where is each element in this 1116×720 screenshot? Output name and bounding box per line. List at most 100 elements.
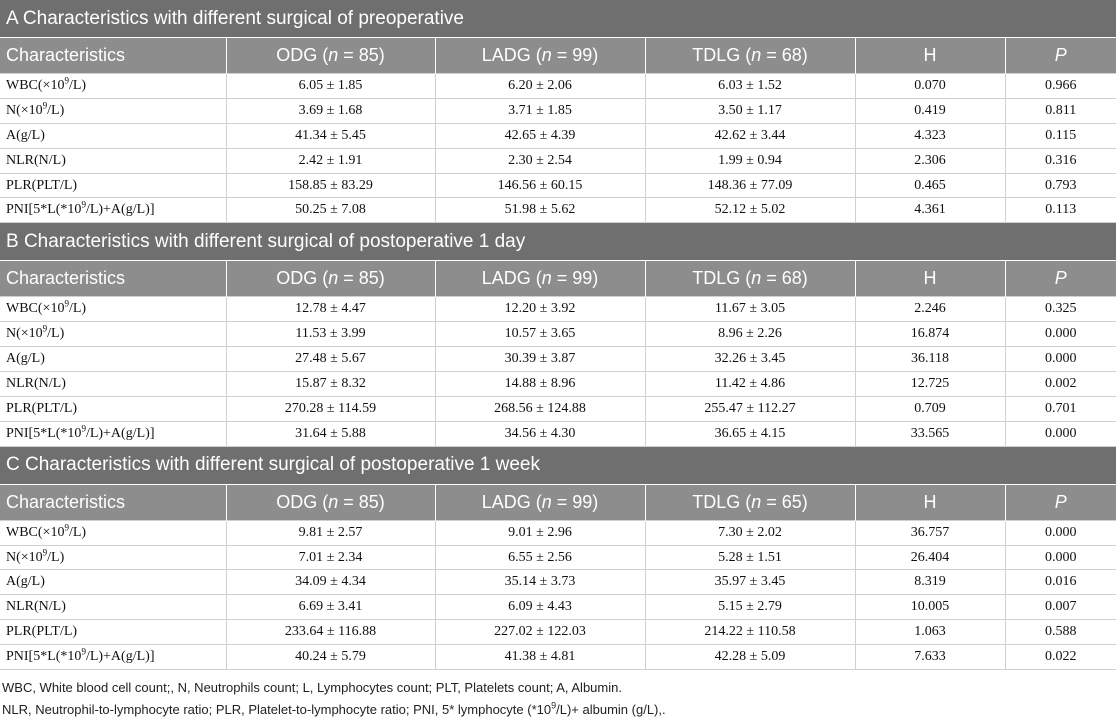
text: /L)	[68, 301, 87, 317]
text: /L)+A(g/L)]	[85, 202, 155, 218]
section-title-row: A Characteristics with different surgica…	[0, 0, 1116, 38]
data-cell: 0.419	[854, 97, 1006, 124]
data-cell: 7.633	[854, 644, 1006, 671]
text: PNI[5*L(*10	[6, 649, 82, 665]
data-cell: 2.42 ± 1.91	[225, 147, 436, 174]
text: = 65)	[761, 491, 808, 512]
row-label: NLR(N/L)	[0, 371, 227, 397]
data-cell: 41.38 ± 4.81	[434, 644, 646, 671]
text: = 99)	[551, 268, 599, 289]
data-cell: 11.67 ± 3.05	[644, 296, 856, 323]
text: ODG (	[276, 45, 329, 65]
text: PNI[5*L(*10	[6, 425, 82, 441]
data-cell: 6.05 ± 1.85	[225, 73, 436, 99]
text: = 68)	[761, 268, 808, 289]
column-header: TDLG (n = 68)	[644, 37, 855, 74]
data-cell: 0.465	[854, 172, 1006, 199]
data-cell: 0.811	[1004, 97, 1116, 124]
data-cell: 0.325	[1004, 296, 1116, 323]
data-cell: 233.64 ± 116.88	[225, 619, 436, 646]
data-row: PNI[5*L(*109/L)+A(g/L)] 50.25 ± 7.08 51.98…	[0, 197, 1116, 224]
data-cell: 12.725	[854, 371, 1006, 397]
data-cell: 3.50 ± 1.17	[644, 97, 856, 124]
row-label: N(×109/L)	[0, 321, 227, 348]
data-row: PNI[5*L(*109/L)+A(g/L)] 40.24 ± 5.79 41.38…	[0, 644, 1116, 671]
data-cell: 11.53 ± 3.99	[225, 321, 436, 348]
footnote: WBC, White blood cell count;, N, Neutrop…	[2, 680, 622, 695]
row-label: A(g/L)	[0, 122, 227, 149]
row-label: WBC(×109/L)	[0, 73, 227, 99]
data-cell: 41.34 ± 5.45	[225, 122, 436, 149]
data-cell: 0.002	[1004, 371, 1116, 397]
data-cell: 270.28 ± 114.59	[225, 395, 436, 422]
data-cell: 12.20 ± 3.92	[434, 296, 646, 323]
column-header: H	[854, 37, 1005, 74]
data-cell: 9.01 ± 2.96	[434, 519, 646, 546]
section-title-row: B Characteristics with different surgica…	[0, 222, 1116, 262]
text: = 85)	[338, 45, 385, 65]
data-cell: 15.87 ± 8.32	[225, 371, 436, 397]
data-row: A(g/L) 41.34 ± 5.45 42.65 ± 4.39 42.62 ± 3.…	[0, 122, 1116, 149]
data-cell: 35.14 ± 3.73	[434, 569, 646, 596]
styled-text: 9	[81, 199, 86, 210]
styled-text: 9	[64, 298, 69, 309]
styled-text: n	[328, 491, 339, 512]
styled-text: 9	[64, 75, 69, 86]
styled-text: 9	[42, 323, 48, 334]
text: LADG (	[481, 45, 542, 65]
styled-text: 9	[64, 521, 69, 532]
text: WBC(×10	[6, 524, 65, 540]
row-label: A(g/L)	[0, 346, 227, 373]
text: /L)	[47, 102, 65, 118]
text: TDLG (	[692, 45, 752, 65]
data-cell: 0.000	[1004, 420, 1116, 447]
data-cell: 14.88 ± 8.96	[434, 371, 646, 397]
data-cell: 7.30 ± 2.02	[644, 519, 856, 546]
styled-text: n	[751, 268, 762, 289]
data-cell: 36.65 ± 4.15	[644, 420, 856, 447]
row-label: WBC(×109/L)	[0, 296, 227, 323]
column-header: Characteristics	[0, 37, 226, 74]
data-cell: 1.063	[854, 619, 1006, 646]
row-label: PNI[5*L(*109/L)+A(g/L)]	[0, 420, 227, 447]
data-cell: 0.000	[1004, 346, 1116, 373]
data-cell: 26.404	[854, 544, 1006, 571]
column-header: P	[1004, 484, 1116, 521]
data-table: A Characteristics with different surgica…	[0, 0, 1116, 671]
text: /L)	[47, 326, 65, 342]
column-header: TDLG (n = 68)	[644, 260, 855, 297]
styled-text: 9	[42, 546, 48, 557]
data-cell: 40.24 ± 5.79	[225, 644, 436, 671]
data-cell: 6.55 ± 2.56	[434, 544, 646, 571]
data-cell: 32.26 ± 3.45	[644, 346, 856, 373]
data-cell: 10.57 ± 3.65	[434, 321, 646, 348]
data-cell: 34.09 ± 4.34	[225, 569, 436, 596]
data-cell: 0.000	[1004, 519, 1116, 546]
data-cell: 6.09 ± 4.43	[434, 594, 646, 621]
data-cell: 3.69 ± 1.68	[225, 97, 436, 124]
column-header: LADG (n = 99)	[434, 484, 645, 521]
column-header: ODG (n = 85)	[225, 37, 435, 74]
data-cell: 0.588	[1004, 619, 1116, 646]
data-cell: 0.016	[1004, 569, 1116, 596]
column-header: P	[1004, 260, 1116, 297]
text: N(×10	[6, 549, 43, 565]
text: PNI[5*L(*10	[6, 202, 82, 218]
data-cell: 2.306	[854, 147, 1006, 174]
data-cell: 268.56 ± 124.88	[434, 395, 646, 422]
data-cell: 1.99 ± 0.94	[644, 147, 856, 174]
data-cell: 0.115	[1004, 122, 1116, 149]
data-row: WBC(×109/L) 12.78 ± 4.47 12.20 ± 3.92 11.67…	[0, 296, 1116, 323]
column-header: LADG (n = 99)	[434, 260, 645, 297]
data-row: NLR(N/L) 15.87 ± 8.32 14.88 ± 8.96 11.42 ± …	[0, 371, 1116, 397]
data-row: PLR(PLT/L) 158.85 ± 83.29 146.56 ± 60.15 14…	[0, 172, 1116, 199]
header-row: Characteristics ODG (n = 85) LADG (n = 99)…	[0, 260, 1116, 297]
section-title: B Characteristics with different surgica…	[0, 222, 1116, 262]
data-cell: 51.98 ± 5.62	[434, 197, 646, 224]
data-cell: 2.246	[854, 296, 1006, 323]
data-cell: 36.757	[854, 519, 1006, 546]
styled-text: n	[541, 491, 552, 512]
text: NLR, Neutrophil-to-lymphocyte ratio; PLR…	[2, 702, 552, 717]
data-row: N(×109/L) 11.53 ± 3.99 10.57 ± 3.65 8.96 ± …	[0, 321, 1116, 348]
